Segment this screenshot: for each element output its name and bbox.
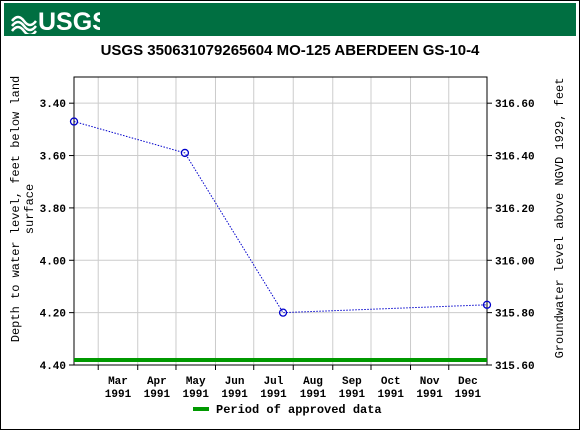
- y-left-tick-label: 4.40: [40, 361, 66, 373]
- legend: Period of approved data: [193, 403, 382, 417]
- y-right-tick-label: 316.60: [495, 99, 535, 111]
- legend-label: Period of approved data: [216, 403, 382, 417]
- data-point: [278, 308, 288, 317]
- y-left-tick-label: 3.60: [40, 152, 66, 164]
- x-tick-label-year: 1991: [144, 389, 171, 401]
- y-right-tick-label: 316.40: [495, 152, 535, 164]
- x-tick-label-year: 1991: [300, 389, 327, 401]
- x-tick-label-month: Nov: [420, 376, 440, 388]
- x-tick-label-year: 1991: [339, 389, 366, 401]
- y-right-tick-label: 316.20: [495, 204, 535, 216]
- y-axis-left: 3.40 3.60 3.80 4.00 4.20 4.40: [40, 99, 74, 373]
- x-tick-label-month: Dec: [458, 376, 478, 388]
- y-left-tick-label: 4.20: [40, 309, 66, 321]
- usgs-banner: USGS: [4, 3, 576, 36]
- x-tick-label-year: 1991: [221, 389, 248, 401]
- y-axis-left-title: Depth to water level, feet below landsur…: [9, 76, 37, 342]
- y-left-tick-label: 3.80: [40, 204, 66, 216]
- data-points: [69, 117, 492, 317]
- y-right-tick-label: 316.00: [495, 256, 535, 268]
- x-tick-label-year: 1991: [105, 389, 132, 401]
- approved-period-bar: [74, 358, 487, 362]
- data-point: [180, 148, 190, 158]
- data-point: [69, 117, 79, 126]
- y-left-tick-label: 3.40: [40, 99, 66, 111]
- series-line: [73, 121, 488, 314]
- x-tick-label-month: Jun: [225, 376, 245, 388]
- x-tick-label-month: Apr: [147, 376, 167, 388]
- x-tick-label-year: 1991: [455, 389, 482, 401]
- y-axis-right: 316.60 316.40 316.20 316.00 315.80 315.60: [487, 99, 535, 373]
- y-axis-right-title: Groundwater level above NGVD 1929, feet: [553, 78, 567, 359]
- x-tick-label-year: 1991: [260, 389, 287, 401]
- x-axis: Mar1991Apr1991May1991Jun1991Jul1991Aug19…: [97, 365, 482, 401]
- x-tick-label-year: 1991: [416, 389, 443, 401]
- data-point: [482, 300, 492, 309]
- chart-title: USGS 350631079265604 MO-125 ABERDEEN GS-…: [100, 42, 480, 59]
- x-tick-label-year: 1991: [378, 389, 405, 401]
- y-right-tick-label: 315.80: [495, 309, 535, 321]
- grid-lines: [74, 77, 487, 366]
- usgs-logo: USGS: [11, 8, 100, 34]
- y-left-tick-label: 4.00: [40, 256, 66, 268]
- legend-swatch: [193, 407, 209, 411]
- x-tick-label-month: Aug: [303, 376, 323, 388]
- plot-area: [73, 76, 488, 366]
- x-tick-label-month: Sep: [342, 376, 362, 388]
- x-tick-label-month: Jul: [264, 376, 284, 388]
- x-tick-label-year: 1991: [183, 389, 210, 401]
- y-right-tick-label: 315.60: [495, 361, 535, 373]
- svg-text:USGS: USGS: [38, 8, 100, 34]
- x-tick-label-month: May: [186, 376, 206, 388]
- x-tick-label-month: Oct: [381, 376, 401, 388]
- x-tick-label-month: Mar: [108, 376, 128, 388]
